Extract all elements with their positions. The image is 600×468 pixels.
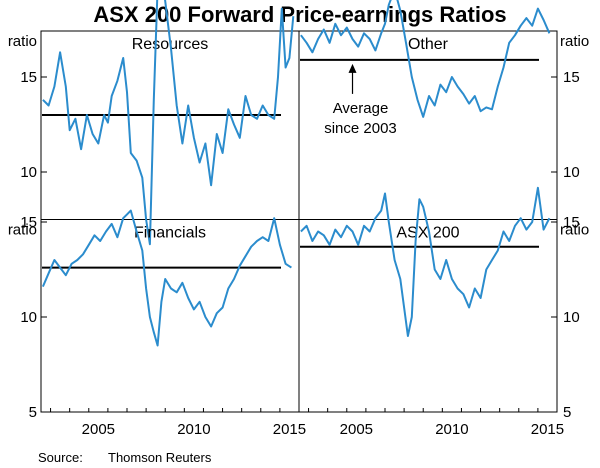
series-line: [42, 0, 295, 246]
panel-title: Other: [408, 36, 449, 53]
panel-other: Other Average since 2003: [300, 0, 557, 173]
y-tick-label: 10: [20, 309, 37, 326]
y-axis-label: ratio: [8, 222, 37, 239]
annotation-text: Average: [333, 100, 389, 117]
panel-title: ASX 200: [396, 225, 459, 242]
x-tick-label: 2010: [435, 421, 468, 438]
y-tick-label: 10: [563, 164, 580, 181]
y-tick-label: 15: [563, 69, 580, 86]
source-name: Thomson Reuters: [108, 450, 212, 465]
axes-labels: 101520ratio101520ratio51015ratio20052010…: [8, 33, 589, 438]
x-tick-label: 2010: [177, 421, 210, 438]
y-axis-label: ratio: [560, 33, 589, 50]
panel-asx-200: ASX 200: [300, 186, 557, 413]
y-axis-label: ratio: [8, 33, 37, 50]
series-line: [300, 0, 551, 118]
y-tick-label: 15: [20, 69, 37, 86]
x-tick-label: 2015: [531, 421, 564, 438]
x-tick-label: 2005: [340, 421, 373, 438]
panel-title: Financials: [134, 225, 206, 242]
y-tick-label: 5: [29, 404, 37, 421]
series-line: [41, 209, 292, 347]
y-tick-label: 10: [563, 309, 580, 326]
y-tick-label: 15: [563, 214, 580, 231]
series-line: [300, 186, 551, 337]
panels: Resources Other Average since 2003 Financial…: [41, 0, 557, 413]
y-axis-label: ratio: [560, 222, 589, 239]
y-tick-label: 15: [20, 214, 37, 231]
y-tick-label: 10: [20, 164, 37, 181]
source-label: Source:: [38, 450, 83, 465]
panel-financials: Financials: [41, 209, 292, 413]
panel-resources: Resources: [41, 0, 295, 246]
x-tick-label: 2015: [273, 421, 306, 438]
annotation-text: since 2003: [324, 120, 397, 137]
figure-title: ASX 200 Forward Price-earnings Ratios: [93, 2, 506, 27]
x-tick-label: 2005: [82, 421, 115, 438]
y-tick-label: 5: [563, 404, 571, 421]
annotation-arrow-head: [348, 63, 357, 73]
